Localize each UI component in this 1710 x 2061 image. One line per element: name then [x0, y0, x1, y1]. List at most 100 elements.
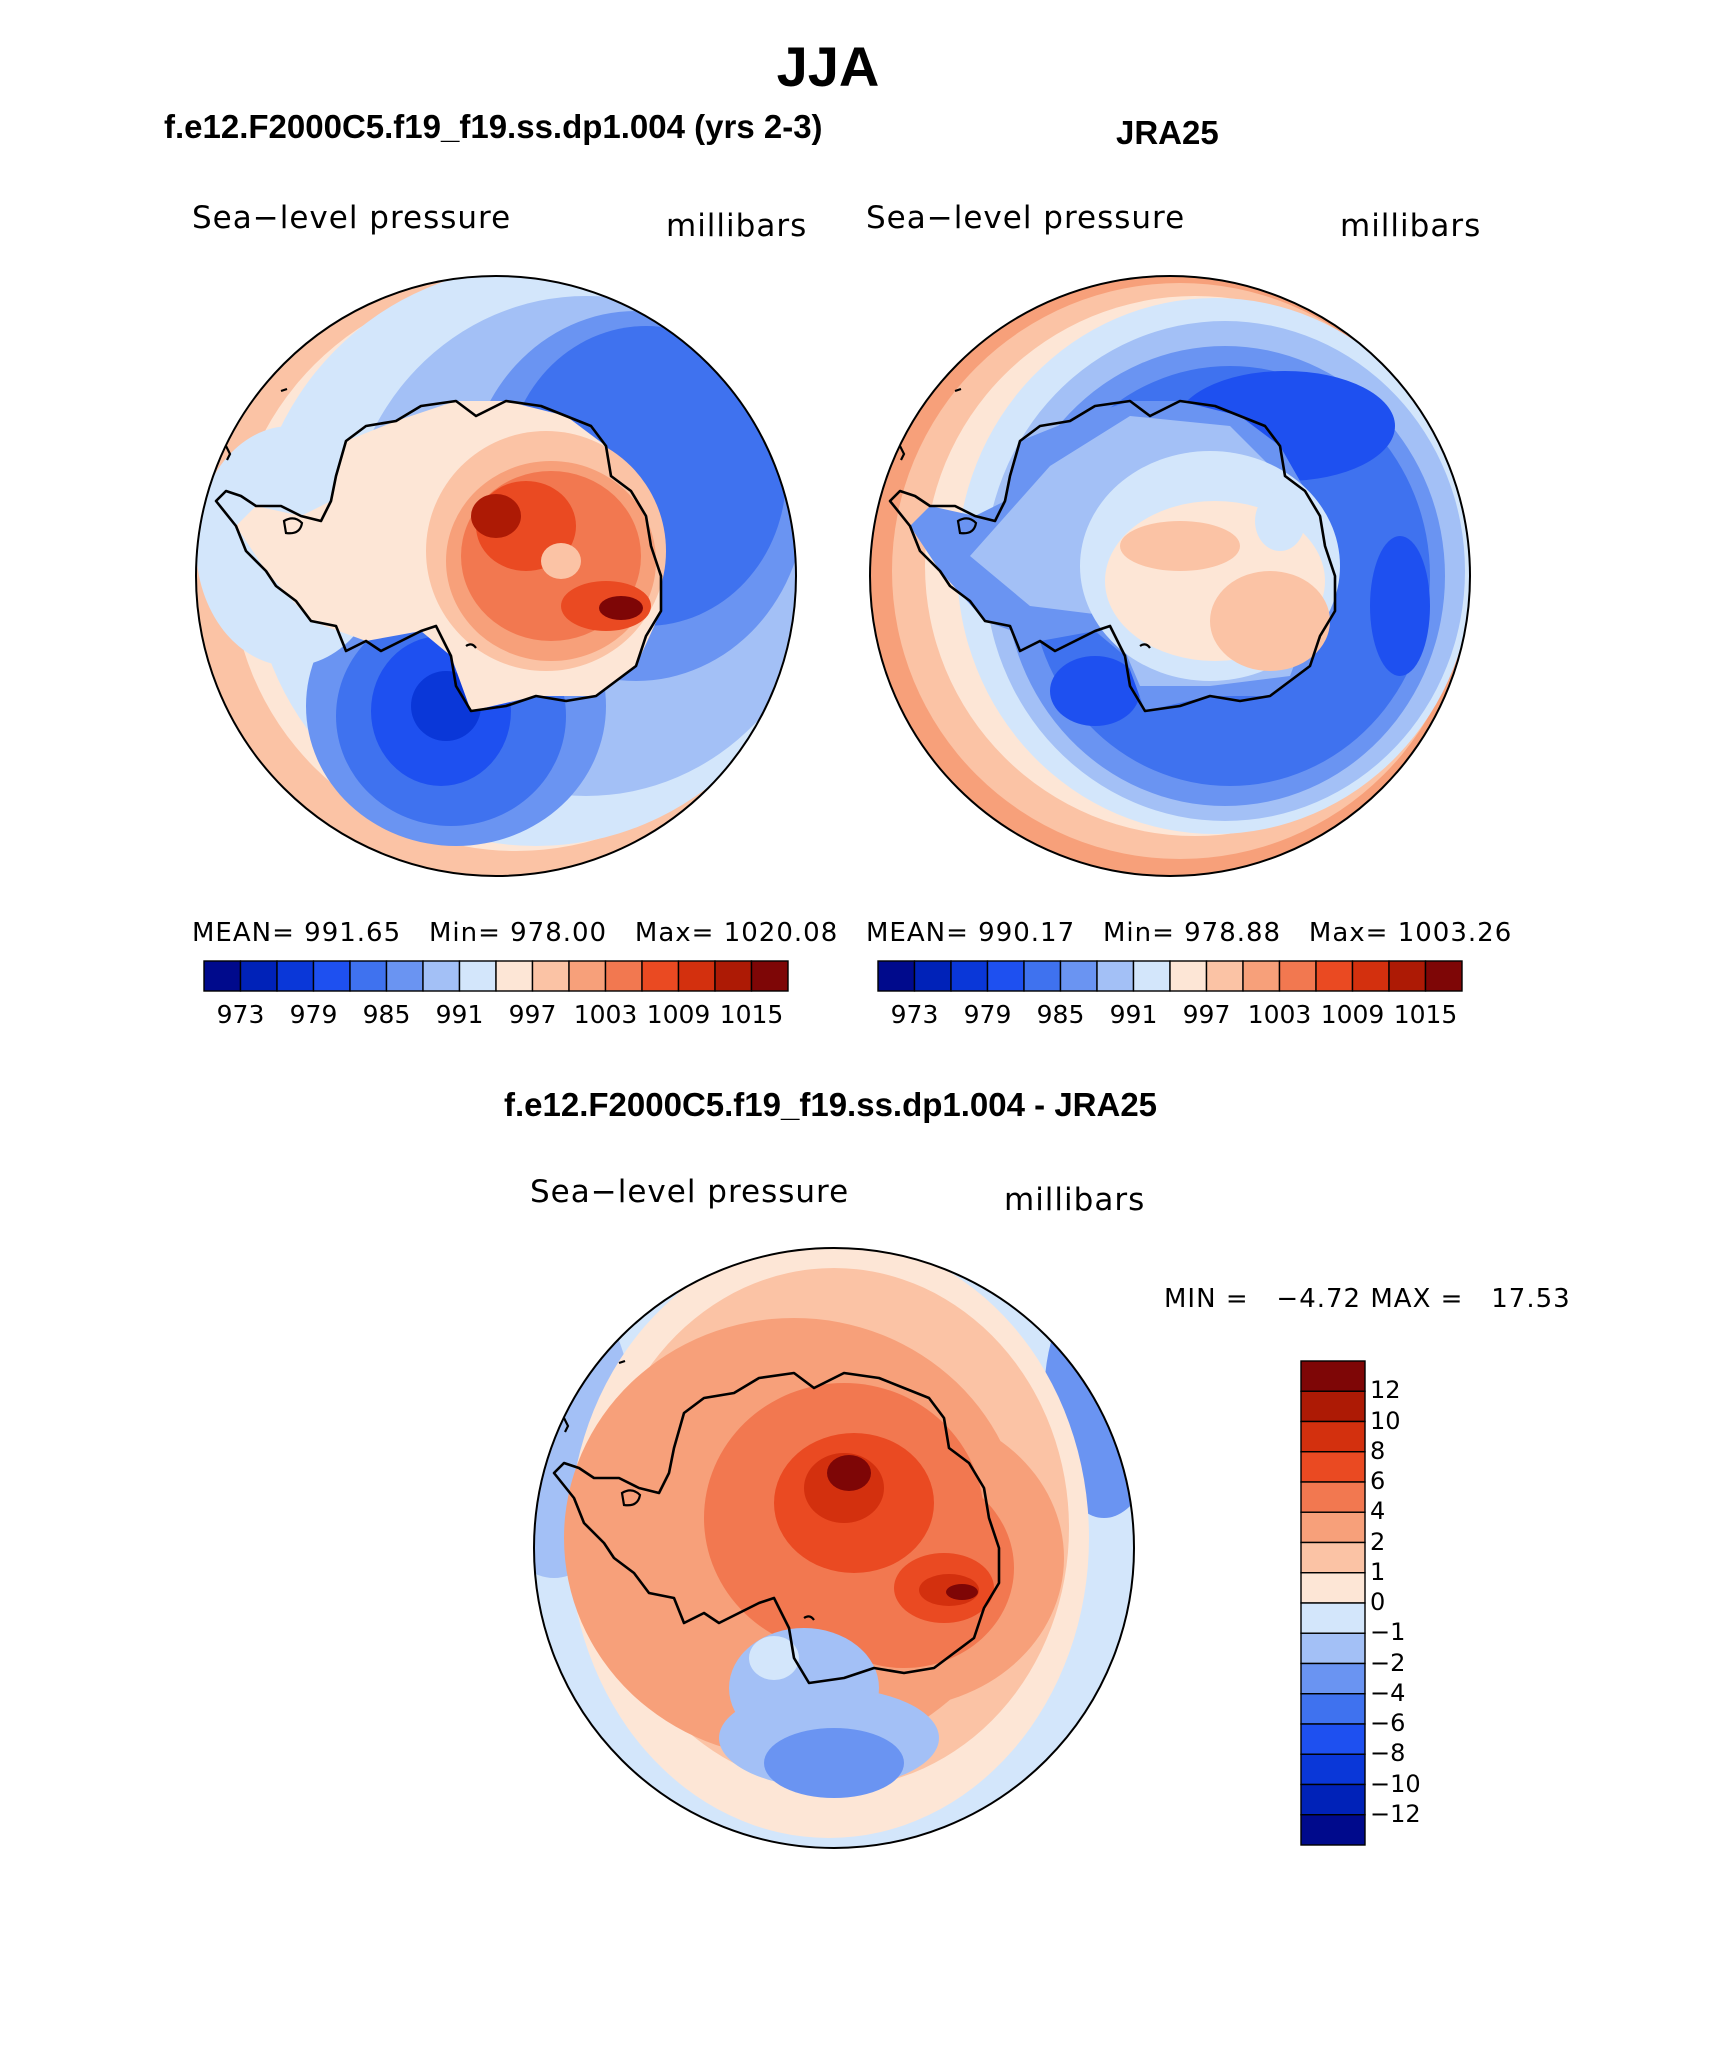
- diff-colorbar-box: [1300, 1753, 1366, 1786]
- obs-colorbar-tick-label: 985: [1036, 1000, 1085, 1029]
- obs-colorbar-box: [913, 960, 952, 992]
- obs-colorbar-ticks: 973 979 985 991 997 1003 1009 1015: [878, 1000, 1462, 1034]
- diff-colorbar-tick-label: −8: [1370, 1739, 1406, 1768]
- diff-colorbar-tick-label: 8: [1370, 1436, 1386, 1465]
- diff-colorbar-ticks: 12 10 8 6 4 2 1 0 −1 −2 −4 −6 −8 −10 −12: [1370, 1360, 1470, 1846]
- model-colorbar-tick-label: 991: [435, 1000, 484, 1029]
- obs-colorbar: [877, 960, 1463, 992]
- model-colorbar: [203, 960, 789, 992]
- model-stats: MEAN= 991.65 Min= 978.00 Max= 1020.08: [192, 918, 838, 948]
- obs-min-value: 978.88: [1184, 918, 1282, 948]
- diff-units-label: millibars: [1004, 1182, 1146, 1218]
- model-field-label: Sea−level pressure: [192, 200, 512, 236]
- diff-colorbar-box: [1300, 1814, 1366, 1846]
- diff-colorbar-box: [1300, 1420, 1366, 1453]
- model-colorbar-box: [349, 960, 388, 992]
- diff-colorbar-box: [1300, 1632, 1366, 1665]
- obs-mean-label: MEAN=: [866, 918, 969, 948]
- obs-max-label: Max=: [1308, 918, 1389, 948]
- diff-colorbar-box: [1300, 1451, 1366, 1483]
- model-min-value: 978.00: [510, 918, 608, 948]
- obs-colorbar-box: [1351, 960, 1390, 992]
- obs-colorbar-box: [1242, 960, 1281, 992]
- model-colorbar-box: [677, 960, 716, 992]
- model-colorbar-tick-label: 1009: [646, 1000, 711, 1029]
- diff-colorbar-tick-label: 12: [1370, 1376, 1401, 1405]
- obs-panel-title: JRA25: [1116, 114, 1219, 151]
- obs-colorbar-box: [1169, 960, 1208, 992]
- page-title: JJA: [776, 35, 880, 98]
- model-colorbar-box: [203, 960, 242, 992]
- obs-colorbar-box: [1023, 960, 1062, 992]
- obs-colorbar-box: [1096, 960, 1135, 992]
- diff-colorbar-tick-label: −2: [1370, 1648, 1406, 1677]
- diff-colorbar-box: [1300, 1693, 1366, 1725]
- obs-mean-value: 990.17: [978, 918, 1076, 948]
- diff-colorbar-box: [1300, 1481, 1366, 1513]
- obs-min-label: Min=: [1102, 918, 1175, 948]
- diff-colorbar-box: [1300, 1572, 1366, 1604]
- obs-colorbar-box: [1205, 960, 1244, 992]
- diff-colorbar-tick-label: 10: [1370, 1406, 1401, 1435]
- obs-colorbar-box: [1424, 960, 1463, 992]
- diff-colorbar-box: [1300, 1360, 1366, 1392]
- model-colorbar-box: [495, 960, 534, 992]
- model-colorbar-box: [714, 960, 753, 992]
- model-colorbar-box: [604, 960, 643, 992]
- diff-colorbar-box: [1300, 1511, 1366, 1544]
- model-colorbar-box: [276, 960, 315, 992]
- model-colorbar-box: [531, 960, 570, 992]
- obs-colorbar-box: [986, 960, 1025, 992]
- obs-colorbar-tick-label: 979: [963, 1000, 1012, 1029]
- diff-panel-title: f.e12.F2000C5.f19_f19.ss.dp1.004 - JRA25: [504, 1086, 1158, 1123]
- model-panel-title: f.e12.F2000C5.f19_f19.ss.dp1.004 (yrs 2-…: [164, 108, 823, 145]
- model-min-label: Min=: [428, 918, 501, 948]
- model-mean-value: 991.65: [304, 918, 402, 948]
- diff-colorbar-tick-label: −12: [1370, 1799, 1421, 1828]
- model-colorbar-box: [422, 960, 461, 992]
- obs-colorbar-tick-label: 991: [1109, 1000, 1158, 1029]
- diff-colorbar-tick-label: −6: [1370, 1709, 1406, 1737]
- obs-colorbar-box: [877, 960, 916, 992]
- diff-colorbar-tick-label: −1: [1370, 1618, 1406, 1647]
- diff-colorbar-box: [1300, 1390, 1366, 1423]
- obs-colorbar-box: [1388, 960, 1427, 992]
- obs-field-label: Sea−level pressure: [866, 200, 1186, 236]
- diff-colorbar-box: [1300, 1602, 1366, 1634]
- obs-colorbar-tick-label: 1009: [1320, 1000, 1385, 1029]
- model-colorbar-tick-label: 985: [362, 1000, 411, 1029]
- diff-colorbar-tick-label: 6: [1370, 1467, 1386, 1495]
- model-colorbar-box: [750, 960, 789, 992]
- model-colorbar-box: [385, 960, 424, 992]
- diff-min-label: MIN =: [1164, 1284, 1249, 1314]
- model-units-label: millibars: [666, 208, 808, 244]
- model-colorbar-tick-label: 1015: [719, 1000, 784, 1029]
- model-colorbar-ticks: 973 979 985 991 997 1003 1009 1015: [204, 1000, 788, 1034]
- model-colorbar-box: [568, 960, 607, 992]
- model-map: [195, 275, 797, 877]
- diff-stats: MIN = −4.72 MAX = 17.53: [1164, 1284, 1571, 1314]
- diff-colorbar-box: [1300, 1723, 1366, 1755]
- diff-max-label: MAX =: [1370, 1284, 1464, 1314]
- model-colorbar-box: [458, 960, 497, 992]
- diff-colorbar-box: [1300, 1783, 1366, 1816]
- diff-colorbar-tick-label: 4: [1370, 1497, 1386, 1526]
- diff-min-value: −4.72: [1276, 1284, 1362, 1314]
- diff-colorbar: [1300, 1360, 1366, 1846]
- obs-colorbar-tick-label: 1003: [1247, 1000, 1312, 1029]
- obs-colorbar-box: [950, 960, 989, 992]
- model-colorbar-tick-label: 979: [289, 1000, 338, 1029]
- model-colorbar-box: [641, 960, 680, 992]
- obs-colorbar-tick-label: 997: [1182, 1000, 1231, 1029]
- model-colorbar-tick-label: 973: [216, 1000, 265, 1029]
- obs-colorbar-tick-label: 973: [890, 1000, 939, 1029]
- obs-units-label: millibars: [1340, 208, 1482, 244]
- diff-field-label: Sea−level pressure: [530, 1174, 850, 1210]
- obs-colorbar-box: [1278, 960, 1317, 992]
- diff-colorbar-box: [1300, 1541, 1366, 1574]
- diff-colorbar-tick-label: 2: [1370, 1527, 1386, 1556]
- model-max-label: Max=: [634, 918, 715, 948]
- diff-colorbar-tick-label: 1: [1370, 1557, 1386, 1586]
- model-colorbar-tick-label: 997: [508, 1000, 557, 1029]
- diff-colorbar-tick-label: 0: [1370, 1588, 1386, 1616]
